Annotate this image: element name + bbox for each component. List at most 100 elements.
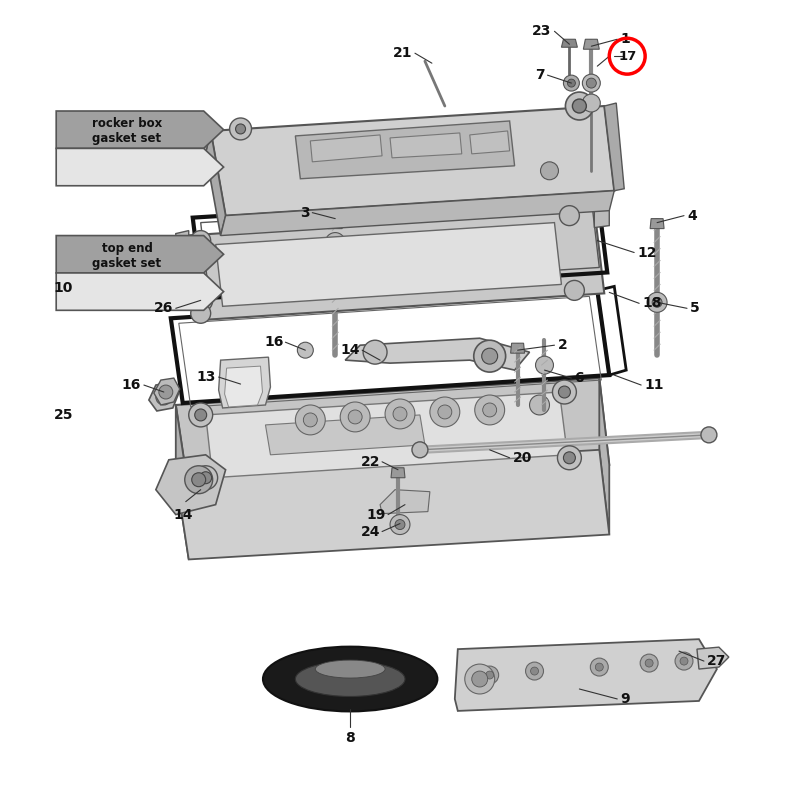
Polygon shape [455,639,717,711]
Polygon shape [221,190,614,235]
Ellipse shape [263,646,438,711]
Circle shape [566,92,594,120]
Polygon shape [154,378,180,405]
Ellipse shape [315,660,385,678]
Text: 14: 14 [173,508,193,522]
Text: 25: 25 [54,408,73,422]
Circle shape [647,292,667,312]
Circle shape [393,407,407,421]
Polygon shape [210,106,614,216]
Circle shape [586,78,596,88]
Circle shape [230,118,251,140]
Circle shape [303,413,318,427]
Circle shape [701,427,717,443]
Circle shape [680,657,688,665]
Circle shape [541,162,558,180]
Text: 14: 14 [341,343,360,357]
Text: 8: 8 [346,731,355,745]
Polygon shape [206,131,226,235]
Circle shape [640,654,658,672]
Ellipse shape [295,662,405,697]
Polygon shape [56,111,224,148]
Circle shape [474,395,505,425]
Text: 4: 4 [687,209,697,222]
Circle shape [535,356,554,374]
Circle shape [189,403,213,427]
Polygon shape [328,218,342,229]
Text: 10: 10 [54,282,73,295]
Polygon shape [697,647,729,669]
Circle shape [156,389,172,405]
Circle shape [200,472,212,484]
Text: 17: 17 [618,50,636,62]
Circle shape [295,405,326,435]
Circle shape [530,667,538,675]
Text: 21: 21 [393,46,412,60]
Polygon shape [196,129,210,153]
Polygon shape [470,131,510,154]
Circle shape [553,380,576,404]
Circle shape [185,466,213,494]
Circle shape [590,658,608,676]
Text: 22: 22 [361,454,380,469]
Circle shape [189,288,213,312]
Circle shape [235,124,246,134]
Circle shape [572,99,586,113]
Circle shape [326,233,345,253]
Polygon shape [216,222,562,306]
Circle shape [327,253,343,269]
Text: 5: 5 [690,302,700,315]
Text: 24: 24 [361,525,380,538]
Circle shape [481,666,498,684]
Circle shape [474,340,506,372]
Circle shape [595,663,603,671]
Polygon shape [149,382,178,411]
Text: 23: 23 [532,24,551,38]
Circle shape [190,303,210,323]
Text: 9: 9 [620,692,630,706]
Circle shape [190,230,210,250]
Circle shape [565,281,584,300]
Polygon shape [206,392,567,478]
Text: 26: 26 [154,302,173,315]
Circle shape [582,74,600,92]
Circle shape [563,75,579,91]
Circle shape [348,410,362,424]
Circle shape [194,466,218,490]
Circle shape [390,514,410,534]
Circle shape [395,519,405,530]
Circle shape [438,405,452,419]
Polygon shape [56,273,224,310]
Circle shape [558,386,570,398]
Text: top end
gasket set: top end gasket set [93,242,162,270]
Polygon shape [345,338,530,370]
Text: 11: 11 [644,378,664,392]
Polygon shape [390,133,462,158]
Text: 18: 18 [642,296,662,310]
Circle shape [385,399,415,429]
Text: 2: 2 [558,338,567,352]
Circle shape [486,671,494,679]
Circle shape [159,385,173,399]
Text: 1: 1 [620,32,630,46]
Text: 7: 7 [535,68,545,82]
Polygon shape [186,209,604,320]
Polygon shape [176,230,189,251]
Text: 16: 16 [264,335,283,350]
Circle shape [558,446,582,470]
Circle shape [482,403,497,417]
Circle shape [563,452,575,464]
Polygon shape [295,121,514,178]
Polygon shape [599,378,610,534]
Polygon shape [650,218,664,229]
Circle shape [559,206,579,226]
Polygon shape [583,39,599,50]
Text: 3: 3 [300,206,310,220]
Circle shape [645,659,653,667]
Polygon shape [176,378,610,492]
Circle shape [192,473,206,486]
Polygon shape [562,39,578,47]
Circle shape [340,402,370,432]
Text: 19: 19 [366,508,386,522]
Polygon shape [156,455,226,514]
